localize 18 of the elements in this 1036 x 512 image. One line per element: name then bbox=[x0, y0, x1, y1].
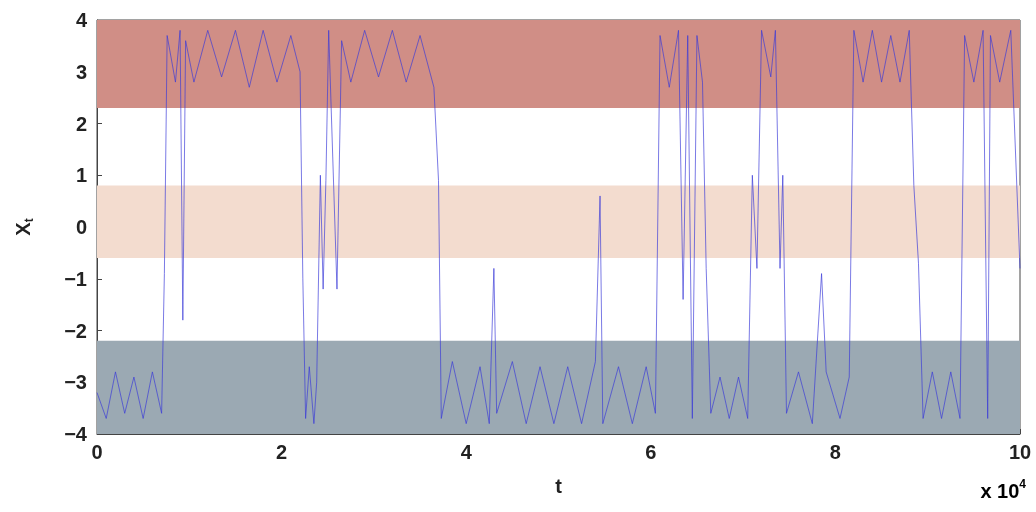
y-tick-label: 0 bbox=[75, 216, 87, 238]
x-tick-label: 4 bbox=[460, 441, 473, 463]
y-tick-label: −4 bbox=[64, 423, 88, 445]
x-axis-title: t bbox=[555, 475, 563, 497]
x-tick-label: 2 bbox=[276, 441, 288, 463]
x-tick-label: 8 bbox=[829, 441, 841, 463]
y-tick-label: 4 bbox=[75, 9, 88, 31]
y-tick-label: −1 bbox=[64, 267, 87, 290]
x-tick-label: 6 bbox=[645, 441, 657, 463]
y-axis-title: Xt bbox=[12, 218, 36, 236]
y-tick-label: −2 bbox=[64, 319, 87, 342]
y-tick-label: −3 bbox=[64, 371, 87, 394]
x-tick-label: 0 bbox=[91, 441, 103, 463]
line-series bbox=[96, 29, 1021, 425]
x-tick-label: 10 bbox=[1008, 441, 1032, 463]
y-tick-label: 3 bbox=[75, 60, 87, 83]
y-tick-label: 2 bbox=[75, 112, 87, 135]
y-tick-label: 1 bbox=[75, 164, 87, 187]
